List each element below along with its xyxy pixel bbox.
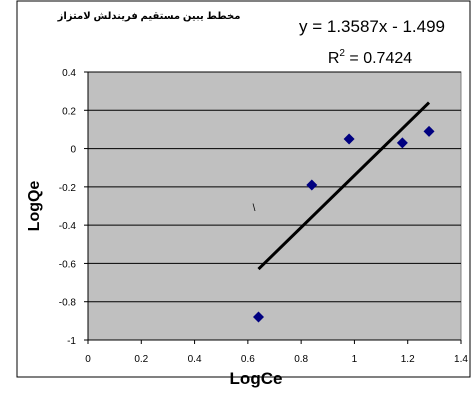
y-tick-label: 0 xyxy=(70,145,76,156)
x-tick-label: 0.4 xyxy=(188,354,202,365)
trendline-equation: y = 1.3587x - 1.499 xyxy=(299,17,445,36)
r-squared-sup: 2 xyxy=(339,48,345,59)
x-tick-label: 1.2 xyxy=(401,354,415,365)
y-tick-label: -0.4 xyxy=(59,221,77,232)
r-squared-value: = 0.7424 xyxy=(345,50,412,67)
data-points xyxy=(253,125,435,323)
y-tick-label: -0.8 xyxy=(59,298,77,309)
data-point-diamond xyxy=(396,137,408,149)
x-axis-title: LogCe xyxy=(230,369,283,388)
data-point-diamond xyxy=(306,179,318,191)
plot-area xyxy=(87,71,462,341)
r-squared-label: R2 = 0.7424 xyxy=(328,48,412,67)
y-tick-labels: 0.4 0.2 0 -0.2 -0.4 -0.6 -0.8 -1 xyxy=(59,68,77,347)
x-tick-label: 0.6 xyxy=(241,354,255,365)
stray-mark: \ xyxy=(253,203,256,214)
axis-ticks xyxy=(84,71,462,344)
trendline xyxy=(257,101,431,271)
x-tick-label: 0 xyxy=(85,354,91,365)
y-tick-label: -0.6 xyxy=(59,259,77,270)
x-tick-label: 0.2 xyxy=(134,354,148,365)
y-tick-label: -0.2 xyxy=(59,183,77,194)
y-tick-label: -1 xyxy=(67,336,76,347)
x-tick-label: 1.4 xyxy=(454,354,468,365)
x-tick-label: 0.8 xyxy=(294,354,308,365)
y-tick-label: 0.2 xyxy=(62,106,76,117)
y-axis-title: LogQe xyxy=(26,181,43,232)
data-point-diamond xyxy=(253,311,265,323)
r-squared-prefix: R xyxy=(328,50,340,67)
x-tick-label: 1 xyxy=(352,354,358,365)
data-point-diamond xyxy=(423,125,435,137)
data-point-diamond xyxy=(343,133,355,145)
chart-title: مخطط يبين مستقيم فريندلش لامتزاز xyxy=(57,11,241,22)
x-tick-labels: 0 0.2 0.4 0.6 0.8 1 1.2 1.4 xyxy=(85,354,468,365)
y-tick-label: 0.4 xyxy=(62,68,76,79)
gridlines xyxy=(88,71,461,303)
